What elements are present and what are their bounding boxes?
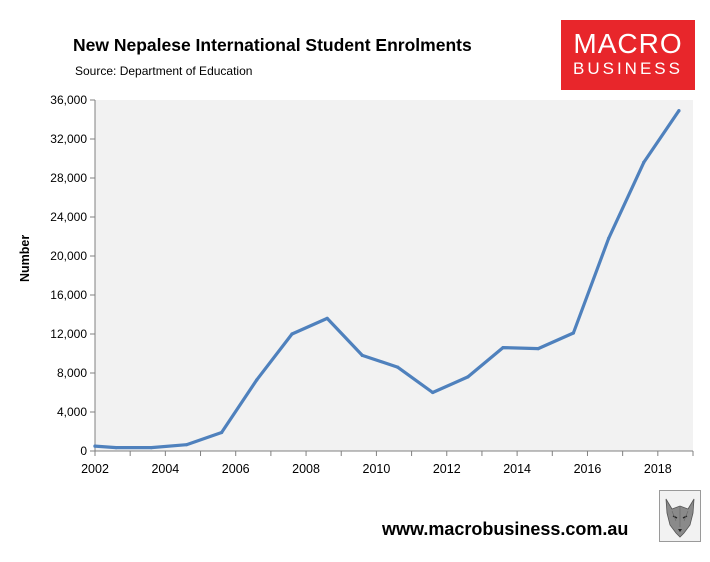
x-tick-label: 2006 xyxy=(222,462,250,476)
logo-line-1: MACRO xyxy=(573,28,683,59)
x-tick-label: 2004 xyxy=(151,462,179,476)
data-point xyxy=(360,353,364,358)
data-point xyxy=(325,316,329,320)
x-tick-label: 2018 xyxy=(644,462,672,476)
y-tick-label: 0 xyxy=(80,444,87,458)
y-tick-label: 12,000 xyxy=(50,327,87,341)
data-point xyxy=(114,445,118,450)
y-tick-label: 32,000 xyxy=(50,132,87,146)
chart-title: New Nepalese International Student Enrol… xyxy=(73,35,472,55)
y-tick-label: 16,000 xyxy=(50,288,87,302)
data-point xyxy=(606,236,611,241)
macrobusiness-logo[interactable]: MACRO BUSINESS xyxy=(561,20,695,90)
footer-website-link[interactable]: www.macrobusiness.com.au xyxy=(382,519,629,539)
data-point xyxy=(466,375,470,379)
data-point xyxy=(395,365,400,369)
data-point xyxy=(536,347,540,351)
wolf-icon xyxy=(659,490,701,542)
x-tick-label: 2002 xyxy=(81,462,109,476)
y-tick-label: 4,000 xyxy=(57,405,87,419)
data-point xyxy=(184,443,189,447)
y-tick-label: 36,000 xyxy=(50,93,87,107)
chart-source: Source: Department of Education xyxy=(75,64,253,78)
x-tick-label: 2016 xyxy=(574,462,602,476)
data-point xyxy=(290,332,294,336)
x-tick-label: 2008 xyxy=(292,462,320,476)
data-point xyxy=(431,390,435,395)
wolf-icon-graphic xyxy=(665,498,695,538)
data-point xyxy=(255,378,259,382)
data-point xyxy=(149,445,153,450)
plot-area xyxy=(95,100,693,451)
logo-line-2: BUSINESS xyxy=(573,59,683,78)
x-tick-label: 2010 xyxy=(363,462,391,476)
data-point xyxy=(571,331,576,335)
y-tick-label: 8,000 xyxy=(57,366,87,380)
x-tick-label: 2014 xyxy=(503,462,531,476)
line-chart: 0 4,000 8,000 12,000 16,000 20,000 24,000 28,00… xyxy=(50,93,694,476)
data-point xyxy=(220,430,224,435)
x-tick-label: 2012 xyxy=(433,462,461,476)
y-tick-label: 28,000 xyxy=(50,171,87,185)
y-tick-label: 24,000 xyxy=(50,210,87,224)
data-point xyxy=(93,444,97,448)
y-tick-label: 20,000 xyxy=(50,249,87,263)
series-line xyxy=(93,109,681,450)
data-point xyxy=(501,346,505,350)
data-point xyxy=(677,109,681,113)
data-point xyxy=(642,160,646,164)
